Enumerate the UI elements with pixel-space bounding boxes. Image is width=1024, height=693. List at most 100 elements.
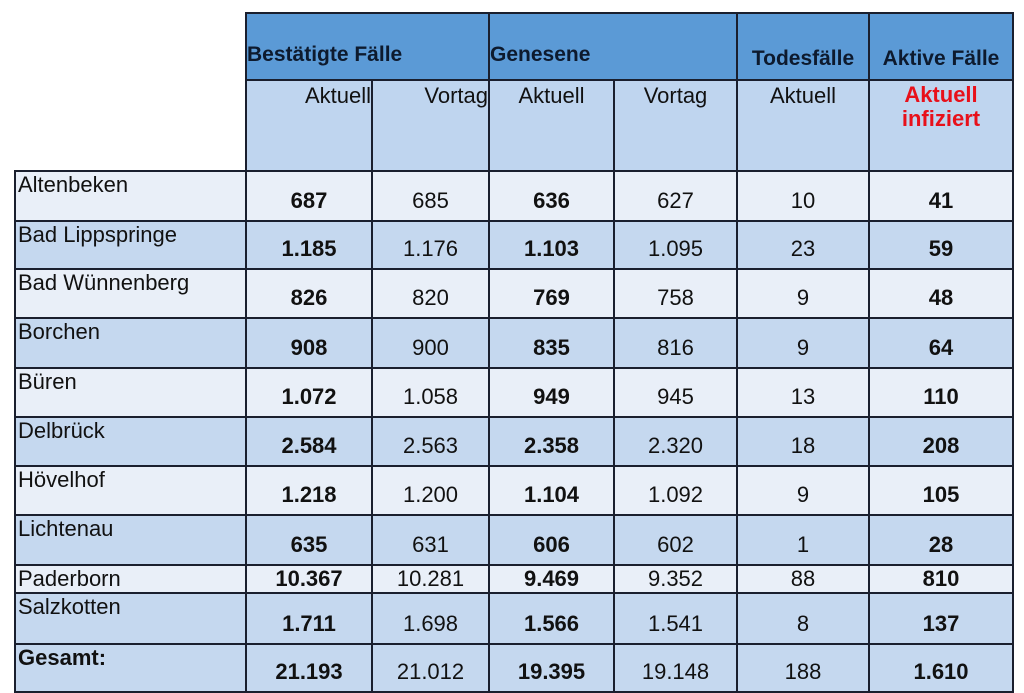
todesfaelle-aktuell-cell: 18 [736, 416, 870, 467]
genesen-vortag-cell: 1.095 [613, 220, 738, 270]
bestaetigt-aktuell-cell: 2.584 [245, 416, 373, 467]
blank-corner [15, 80, 246, 171]
todesfaelle-aktuell-cell: 10 [736, 170, 870, 222]
todesfaelle-aktuell-cell: 88 [736, 564, 870, 594]
table-row: Borchen 908 900 835 816 9 64 [14, 317, 1014, 369]
aktiv-infiziert-cell: 48 [868, 268, 1014, 319]
table-row: Lichtenau 635 631 606 602 1 28 [14, 514, 1014, 566]
genesen-vortag-cell: 627 [613, 170, 738, 222]
genesen-vortag-cell: 2.320 [613, 416, 738, 467]
todesfaelle-aktuell-cell: 9 [736, 465, 870, 516]
todesfaelle-aktuell-cell: 23 [736, 220, 870, 270]
genesen-vortag-cell: 1.092 [613, 465, 738, 516]
aktiv-infiziert-cell: 28 [868, 514, 1014, 566]
aktiv-infiziert-cell: 110 [868, 367, 1014, 418]
header-genesene: Genesene [488, 12, 738, 81]
bestaetigt-vortag-cell: 10.281 [371, 564, 490, 594]
bestaetigt-aktuell-cell: 1.185 [245, 220, 373, 270]
aktiv-infiziert-cell: 41 [868, 170, 1014, 222]
genesen-aktuell-cell: 9.469 [488, 564, 615, 594]
municipality-name: Lichtenau [14, 514, 247, 566]
municipality-name: Paderborn [14, 564, 247, 594]
bestaetigt-vortag-cell: 21.012 [371, 643, 490, 693]
aktiv-infiziert-cell: 137 [868, 592, 1014, 645]
subheader-vortag: Vortag [371, 79, 490, 172]
aktiv-infiziert-cell: 208 [868, 416, 1014, 467]
blank-corner [15, 13, 246, 80]
todesfaelle-aktuell-cell: 9 [736, 317, 870, 369]
table-row: Hövelhof 1.218 1.200 1.104 1.092 9 105 [14, 465, 1014, 516]
header-row-groups: Bestätigte Fälle Genesene Todesfälle Akt… [15, 12, 1014, 81]
aktiv-infiziert-cell: 105 [868, 465, 1014, 516]
bestaetigt-vortag-cell: 900 [371, 317, 490, 369]
bestaetigt-aktuell-cell: 10.367 [245, 564, 373, 594]
genesen-aktuell-cell: 835 [488, 317, 615, 369]
subheader-vortag: Vortag [613, 79, 738, 172]
genesen-vortag-cell: 758 [613, 268, 738, 319]
table-row: Bad Lippspringe 1.185 1.176 1.103 1.095 23 59 [14, 220, 1014, 270]
subheader-aktuell: Aktuell [245, 79, 373, 172]
bestaetigt-aktuell-cell: 1.218 [245, 465, 373, 516]
bestaetigt-vortag-cell: 820 [371, 268, 490, 319]
todesfaelle-aktuell-cell: 9 [736, 268, 870, 319]
bestaetigt-vortag-cell: 1.200 [371, 465, 490, 516]
header-aktive-faelle: Aktive Fälle [868, 12, 1014, 81]
genesen-vortag-cell: 9.352 [613, 564, 738, 594]
genesen-vortag-cell: 602 [613, 514, 738, 566]
municipality-name: Bad Wünnenberg [14, 268, 247, 319]
aktiv-infiziert-cell: 1.610 [868, 643, 1014, 693]
genesen-aktuell-cell: 2.358 [488, 416, 615, 467]
municipality-name: Hövelhof [14, 465, 247, 516]
municipality-name: Delbrück [14, 416, 247, 467]
bestaetigt-vortag-cell: 1.176 [371, 220, 490, 270]
aktiv-infiziert-cell: 810 [868, 564, 1014, 594]
table-row: Büren 1.072 1.058 949 945 13 110 [14, 367, 1014, 418]
aktiv-infiziert-cell: 64 [868, 317, 1014, 369]
table-row: Delbrück 2.584 2.563 2.358 2.320 18 208 [14, 416, 1014, 467]
table-row: Altenbeken 687 685 636 627 10 41 [14, 170, 1014, 222]
bestaetigt-vortag-cell: 1.058 [371, 367, 490, 418]
bestaetigt-vortag-cell: 2.563 [371, 416, 490, 467]
header-bestaetigte-faelle: Bestätigte Fälle [245, 12, 490, 81]
genesen-aktuell-cell: 19.395 [488, 643, 615, 693]
subheader-aktuell: Aktuell [736, 79, 870, 172]
genesen-aktuell-cell: 949 [488, 367, 615, 418]
genesen-aktuell-cell: 769 [488, 268, 615, 319]
genesen-aktuell-cell: 606 [488, 514, 615, 566]
genesen-vortag-cell: 816 [613, 317, 738, 369]
todesfaelle-aktuell-cell: 188 [736, 643, 870, 693]
header-row-sub: Aktuell Vortag Aktuell Vortag Aktuell Ak… [15, 79, 1014, 172]
genesen-vortag-cell: 945 [613, 367, 738, 418]
bestaetigt-aktuell-cell: 21.193 [245, 643, 373, 693]
todesfaelle-aktuell-cell: 13 [736, 367, 870, 418]
bestaetigt-aktuell-cell: 908 [245, 317, 373, 369]
municipality-name: Büren [14, 367, 247, 418]
genesen-vortag-cell: 19.148 [613, 643, 738, 693]
municipality-name: Altenbeken [14, 170, 247, 222]
table-row: Paderborn 10.367 10.281 9.469 9.352 88 810 [14, 564, 1014, 594]
bestaetigt-aktuell-cell: 1.711 [245, 592, 373, 645]
covid-cases-table: Bestätigte Fälle Genesene Todesfälle Akt… [14, 12, 1014, 693]
bestaetigt-vortag-cell: 685 [371, 170, 490, 222]
subheader-line2: infiziert [901, 106, 981, 131]
bestaetigt-vortag-cell: 631 [371, 514, 490, 566]
subheader-aktuell: Aktuell [488, 79, 615, 172]
bestaetigt-aktuell-cell: 687 [245, 170, 373, 222]
genesen-aktuell-cell: 1.104 [488, 465, 615, 516]
subheader-line1: Aktuell [904, 82, 978, 107]
todesfaelle-aktuell-cell: 1 [736, 514, 870, 566]
bestaetigt-aktuell-cell: 635 [245, 514, 373, 566]
bestaetigt-aktuell-cell: 826 [245, 268, 373, 319]
genesen-aktuell-cell: 1.103 [488, 220, 615, 270]
subheader-aktuell-infiziert: Aktuell infiziert [868, 79, 1014, 172]
municipality-name: Bad Lippspringe [14, 220, 247, 270]
genesen-vortag-cell: 1.541 [613, 592, 738, 645]
header-todesfaelle: Todesfälle [736, 12, 870, 81]
table-row: Bad Wünnenberg 826 820 769 758 9 48 [14, 268, 1014, 319]
bestaetigt-aktuell-cell: 1.072 [245, 367, 373, 418]
municipality-name: Salzkotten [14, 592, 247, 645]
genesen-aktuell-cell: 636 [488, 170, 615, 222]
bestaetigt-vortag-cell: 1.698 [371, 592, 490, 645]
aktiv-infiziert-cell: 59 [868, 220, 1014, 270]
table-row: Salzkotten 1.711 1.698 1.566 1.541 8 137 [14, 592, 1014, 645]
